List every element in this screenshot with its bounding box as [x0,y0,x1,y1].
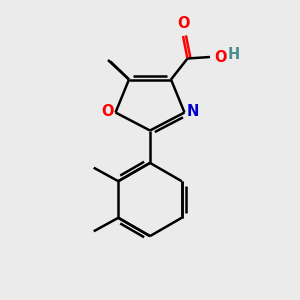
Text: O: O [177,16,189,31]
Text: O: O [101,103,113,118]
Text: H: H [228,46,240,62]
Text: O: O [214,50,227,64]
Text: N: N [187,103,199,118]
